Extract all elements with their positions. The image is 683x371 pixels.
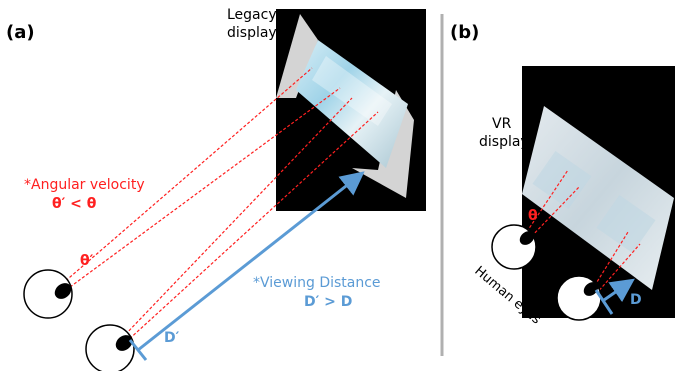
- sight-line-near-2: [125, 111, 379, 343]
- panel-b-label: (b): [450, 22, 479, 43]
- d-prime-arrow: [137, 171, 365, 352]
- vr-display-label-1: VR: [492, 116, 512, 132]
- sight-line-near-1: [121, 97, 353, 339]
- vr-sight-line-2: [527, 185, 581, 241]
- d-prime-label: D′: [164, 330, 180, 346]
- theta-label: θ: [528, 208, 538, 224]
- d-label: D: [630, 292, 642, 308]
- sight-line-far-1: [61, 67, 313, 285]
- d-arrow: [603, 278, 635, 303]
- eye-near: [85, 324, 135, 371]
- d-prime-endcap: [128, 339, 148, 361]
- vr-sight-line-3: [591, 231, 629, 291]
- eye-far: [23, 269, 73, 319]
- angular-velocity-heading: *Angular velocity: [24, 177, 145, 193]
- angular-velocity-relation: θ′ < θ: [52, 196, 97, 212]
- vr-sight-line-4: [595, 243, 641, 295]
- panel-a-label: (a): [6, 22, 35, 43]
- theta-prime-label: θ′: [80, 253, 94, 269]
- viewing-distance-heading: *Viewing Distance: [253, 275, 381, 291]
- legacy-display-label-1: Legacy: [227, 7, 277, 23]
- viewing-distance-relation: D′ > D: [304, 294, 352, 310]
- vr-eye-left: [491, 224, 537, 270]
- legacy-display-image: [296, 40, 408, 168]
- vr-eye-right: [556, 275, 602, 321]
- sight-line-far-2: [65, 87, 341, 291]
- legacy-frame-top: [276, 14, 318, 98]
- vr-display-label-2: display: [479, 134, 529, 150]
- vr-lens-right: [596, 194, 656, 254]
- legacy-display-shine: [312, 56, 392, 126]
- legacy-display-label-2: display: [227, 25, 277, 41]
- vr-sight-line-1: [523, 169, 569, 237]
- d-endcap: [594, 289, 614, 315]
